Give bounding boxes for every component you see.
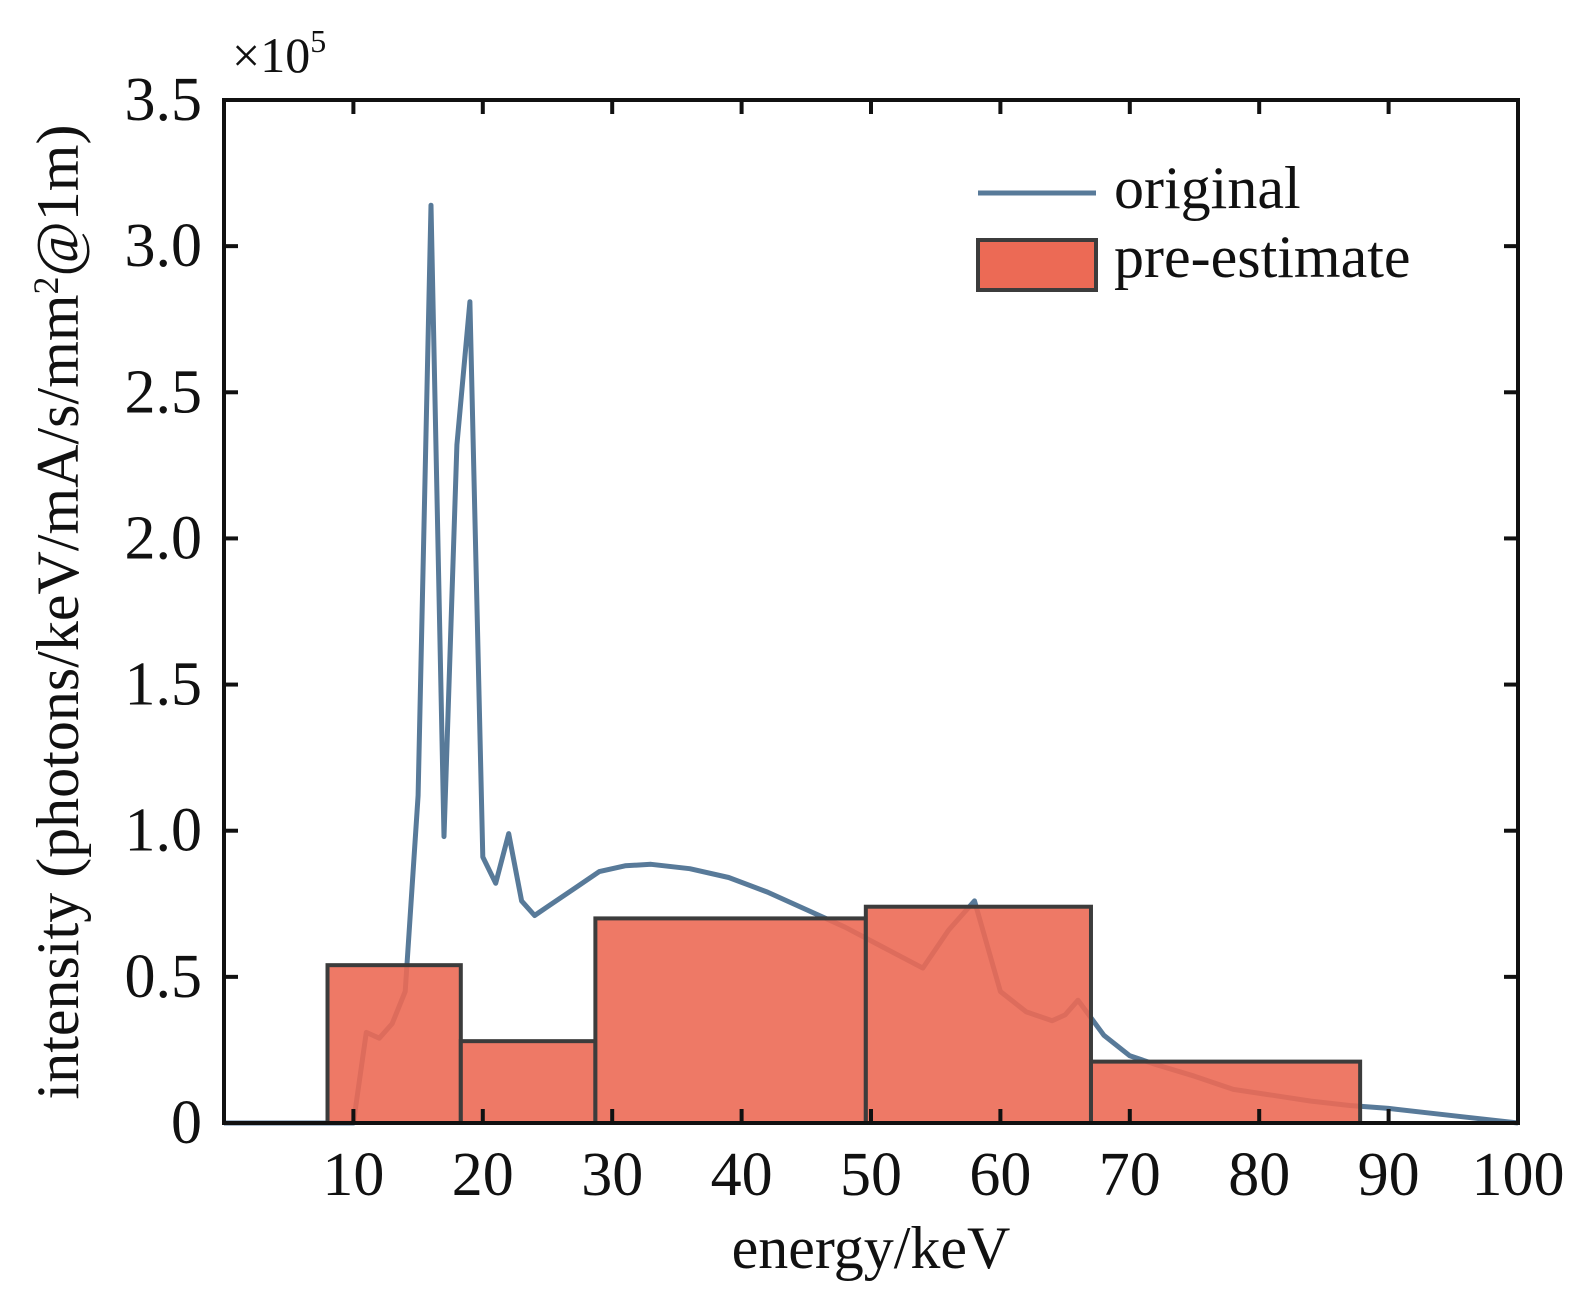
y-axis-title-tail: @1m) bbox=[25, 125, 91, 277]
x-tick-label: 90 bbox=[1358, 1141, 1420, 1209]
x-tick-label: 40 bbox=[711, 1141, 773, 1209]
pre-estimate-bar-1 bbox=[325, 963, 463, 1125]
x-tick-label: 70 bbox=[1099, 1141, 1161, 1209]
pre-estimate-bar-4 bbox=[863, 904, 1093, 1125]
x-tick-label: 80 bbox=[1228, 1141, 1290, 1209]
y-tick-label: 1.5 bbox=[125, 651, 203, 719]
x-tick-label: 100 bbox=[1472, 1141, 1565, 1209]
y-axis-title-sup: 2 bbox=[26, 276, 66, 294]
legend-original-label: original bbox=[1114, 155, 1301, 221]
x-tick-label: 30 bbox=[581, 1141, 643, 1209]
x-tick-label: 10 bbox=[322, 1141, 384, 1209]
y-tick-label: 2.5 bbox=[125, 358, 203, 426]
legend-pre-estimate-swatch bbox=[976, 238, 1098, 292]
pre-estimate-bar-3 bbox=[593, 916, 868, 1126]
x-tick-label: 20 bbox=[452, 1141, 514, 1209]
y-tick-label: 3.5 bbox=[125, 66, 203, 134]
multiplier-base: ×10 bbox=[232, 27, 310, 83]
y-tick-label: 3.0 bbox=[125, 212, 203, 280]
multiplier-exponent: 5 bbox=[310, 23, 326, 59]
pre-estimate-bar-5 bbox=[1088, 1059, 1363, 1125]
y-tick-label: 0 bbox=[171, 1089, 202, 1157]
bar-group bbox=[325, 904, 1363, 1126]
multiplier-label: ×105 bbox=[232, 23, 326, 83]
y-tick-label: 0.5 bbox=[125, 943, 203, 1011]
legend-pre-estimate-label: pre-estimate bbox=[1114, 224, 1411, 290]
x-tick-label: 50 bbox=[840, 1141, 902, 1209]
y-tick-label: 1.0 bbox=[125, 797, 203, 865]
x-axis-title: energy/keV bbox=[732, 1215, 1011, 1281]
y-tick-label: 2.0 bbox=[125, 504, 203, 572]
y-axis-title-main: intensity (photons/keV/mA/s/mm bbox=[25, 294, 91, 1099]
y-axis-title: intensity (photons/keV/mA/s/mm2@1m) bbox=[25, 125, 91, 1100]
tick-group: 10 20 30 40 50 60 70 80 90 100 0 0.5 1.0 1.5 2.0 2.5 3.0… bbox=[125, 66, 1565, 1209]
x-tick-label: 60 bbox=[969, 1141, 1031, 1209]
